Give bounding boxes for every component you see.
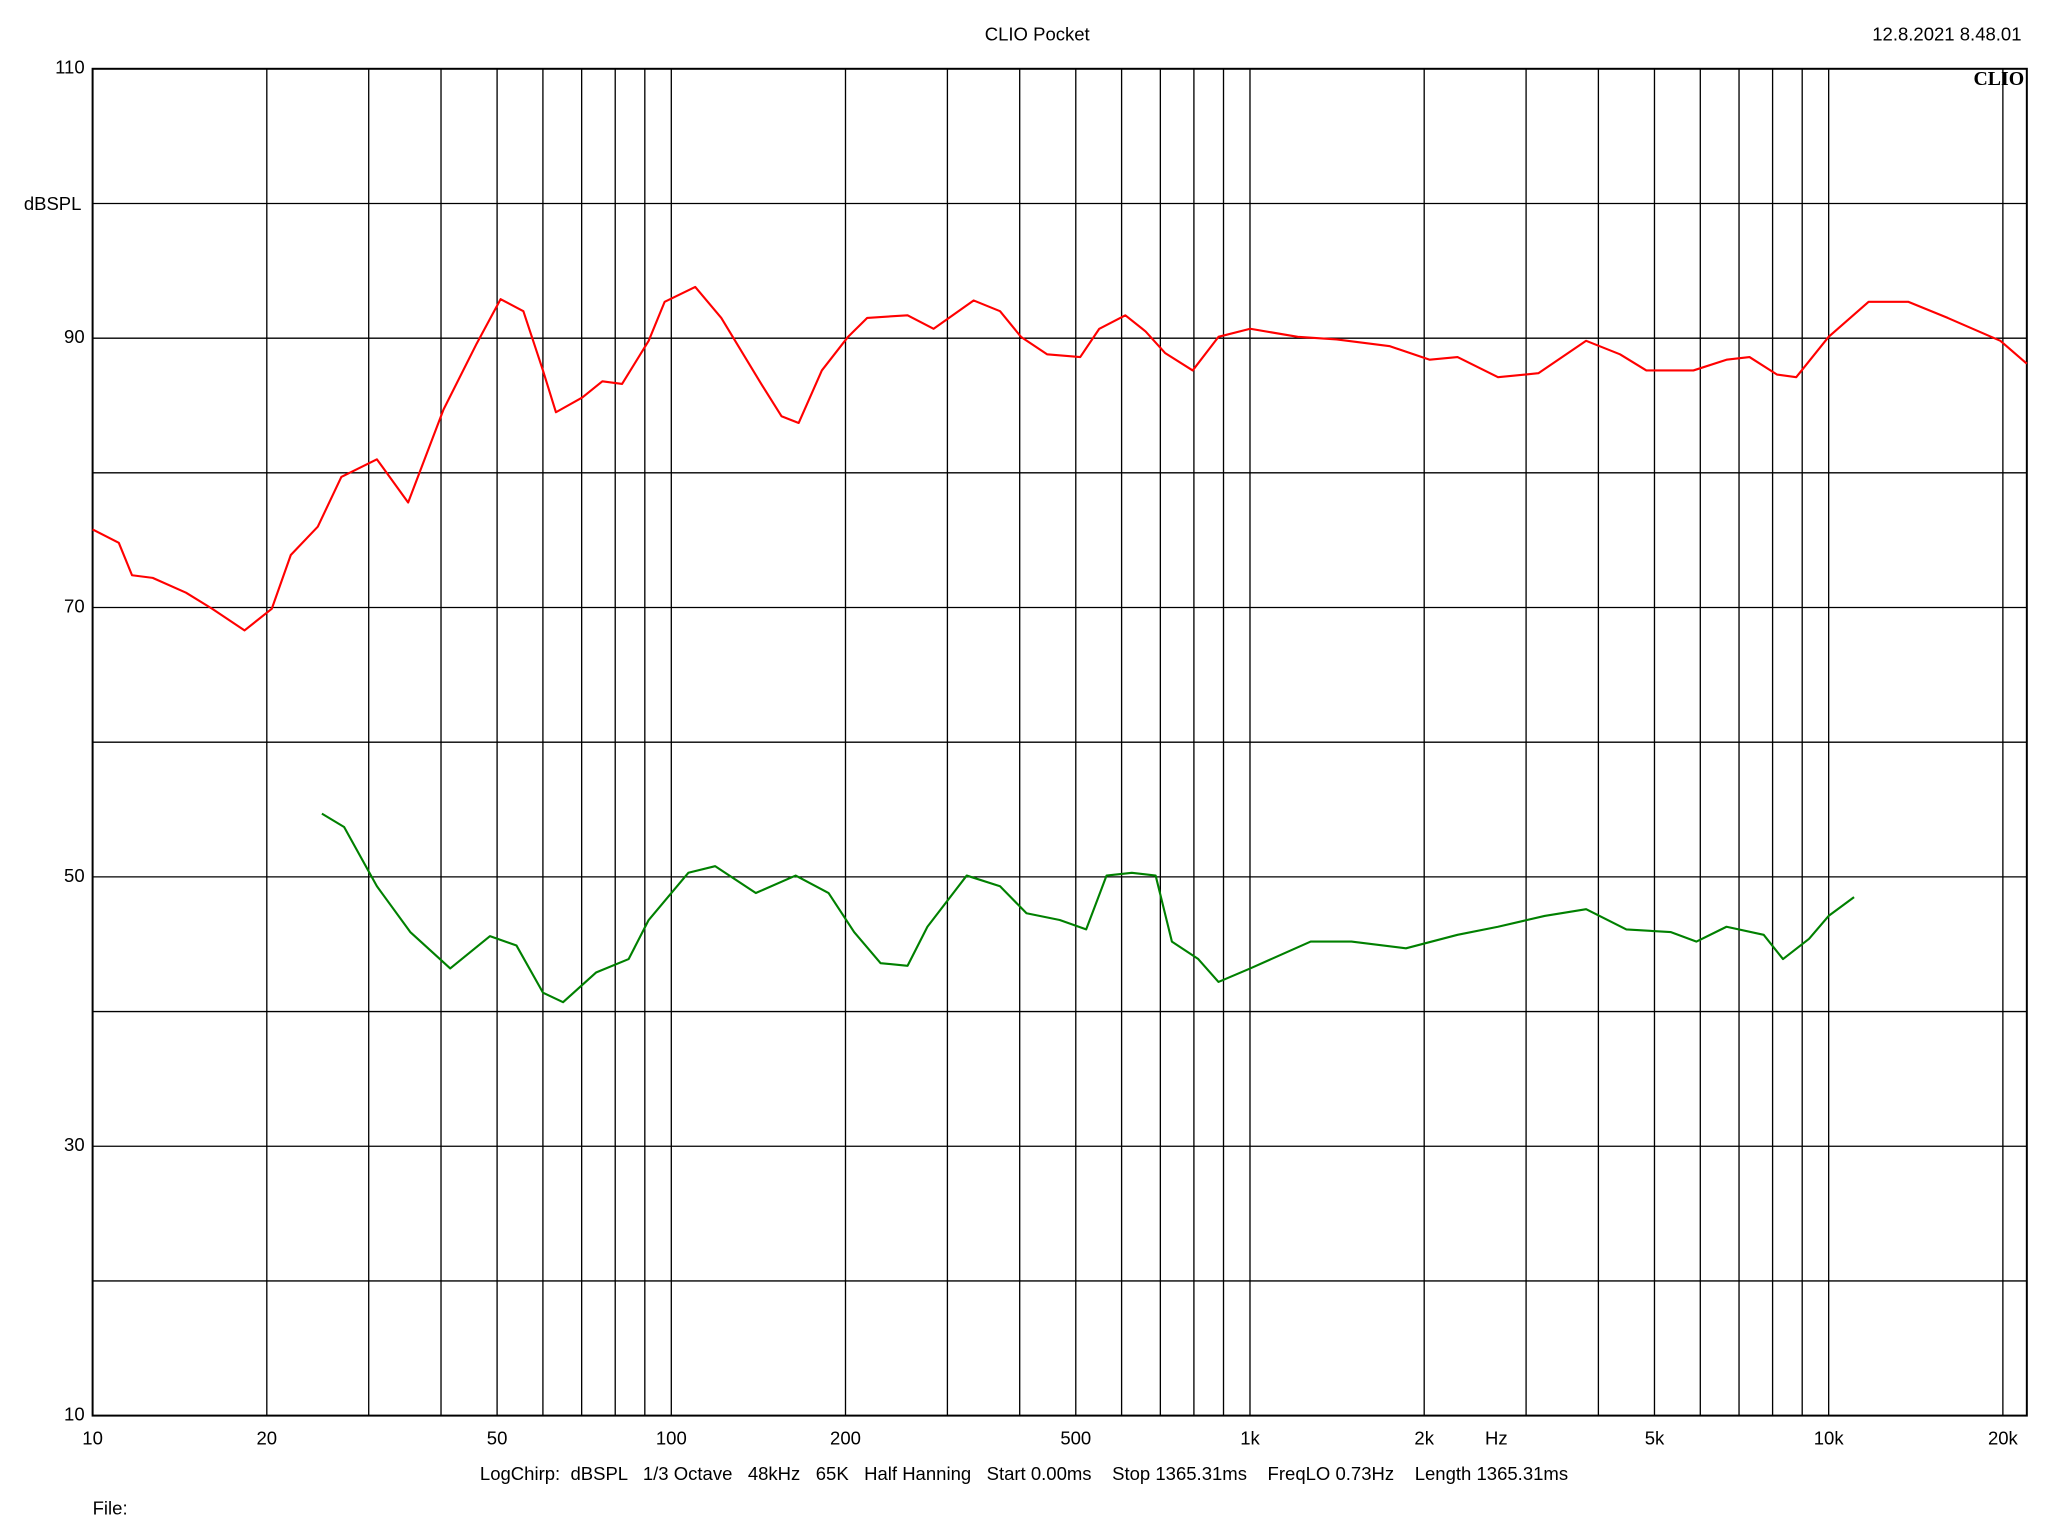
x-tick-label: 100 xyxy=(656,1427,687,1448)
timestamp: 12.8.2021 8.48.01 xyxy=(1872,24,2021,45)
y-tick-label: 70 xyxy=(64,595,85,616)
x-axis-label: Hz xyxy=(1485,1427,1508,1448)
x-tick-label: 20 xyxy=(257,1427,278,1448)
x-tick-label: 10k xyxy=(1814,1427,1845,1448)
x-tick-label: 2k xyxy=(1414,1427,1434,1448)
y-tick-label: 110 xyxy=(55,57,85,78)
y-tick-label: 90 xyxy=(64,326,85,347)
footer: LogChirp: dBSPL 1/3 Octave 48kHz 65K Hal… xyxy=(480,1463,1568,1484)
x-tick-label: 1k xyxy=(1240,1427,1260,1448)
x-tick-label: 20k xyxy=(1988,1427,2019,1448)
y-axis-label: dBSPL xyxy=(24,193,82,214)
chart-title: CLIO Pocket xyxy=(985,24,1091,45)
x-tick-label: 10 xyxy=(82,1427,103,1448)
x-tick-label: 500 xyxy=(1060,1427,1091,1448)
plot-frame xyxy=(91,67,2028,1417)
x-tick-label: 200 xyxy=(830,1427,861,1448)
file-label: File: xyxy=(93,1497,128,1518)
y-tick-label: 10 xyxy=(64,1403,85,1424)
x-tick-label: 50 xyxy=(487,1427,508,1448)
logo: CLIO xyxy=(1973,68,2024,90)
x-tick-label: 5k xyxy=(1645,1427,1665,1448)
series-line xyxy=(92,285,2028,632)
series-line xyxy=(321,812,1855,1004)
y-tick-label: 50 xyxy=(64,865,85,886)
y-tick-label: 30 xyxy=(64,1134,85,1155)
